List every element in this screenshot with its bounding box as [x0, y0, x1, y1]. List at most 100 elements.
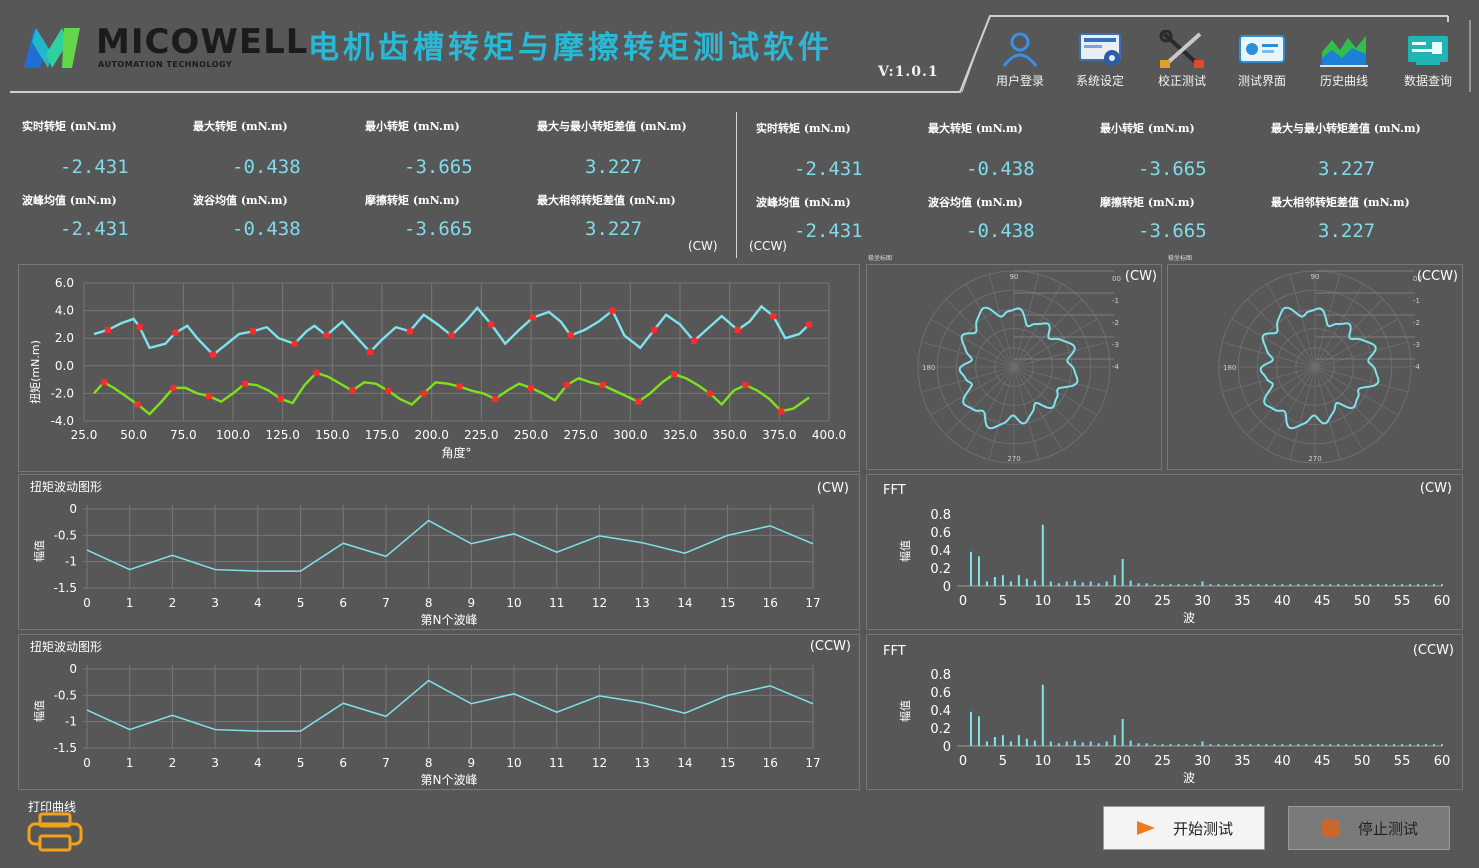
- extreme-point-marker: [134, 401, 141, 408]
- fft-bar: [1233, 744, 1236, 746]
- fft-bar: [1137, 583, 1140, 586]
- play-icon: [1136, 821, 1155, 835]
- x-tick-label: 50.0: [120, 428, 147, 442]
- extreme-point-marker: [529, 314, 536, 321]
- stop-icon: [1321, 819, 1340, 837]
- y-tick-label: -4.0: [51, 414, 74, 428]
- extreme-point-marker: [349, 387, 356, 394]
- printer-icon[interactable]: [26, 812, 84, 852]
- polar-spoke: [1013, 366, 1063, 451]
- polar-spoke: [930, 366, 1015, 416]
- fft-bar: [1305, 744, 1308, 746]
- fft-bar: [1113, 575, 1116, 586]
- ccw-valley-mean-label: 波谷均值 (mN.m): [928, 196, 1023, 209]
- extreme-point-marker: [706, 390, 713, 397]
- fft-bar: [1425, 744, 1428, 746]
- polar-spoke: [1314, 366, 1408, 393]
- y-tick-label: 0: [69, 502, 77, 516]
- x-axis-label: 波: [1183, 611, 1195, 625]
- torque-wave-cw-dir: (CW): [816, 481, 849, 496]
- print-curve-label: 打印曲线: [28, 800, 77, 814]
- polar-spoke: [1246, 298, 1316, 368]
- fft-bar: [1209, 584, 1212, 586]
- x-tick-label: 100.0: [216, 428, 250, 442]
- x-tick-label: 6: [339, 596, 347, 610]
- polar-cw-title: 极坐标图: [868, 255, 893, 262]
- y-tick-label: -2.0: [51, 386, 74, 400]
- system-settings-icon: [1079, 33, 1121, 66]
- stop-test-button[interactable]: 停止测试: [1288, 806, 1450, 850]
- x-tick-label: 0: [83, 756, 91, 770]
- fft-bar: [1441, 744, 1443, 746]
- y-tick-label: 0.8: [930, 668, 951, 683]
- fft-bar: [1033, 580, 1036, 586]
- start-test-button[interactable]: 开始测试: [1103, 806, 1265, 850]
- x-tick-label: 20: [1114, 594, 1131, 609]
- fft-bar: [1033, 740, 1036, 746]
- nav-test-interface[interactable]: 测试界面: [1224, 30, 1300, 92]
- polar-spoke: [1289, 274, 1316, 368]
- extreme-point-marker: [323, 332, 330, 339]
- nav-label: 系统设定: [1075, 74, 1124, 88]
- fft-bar: [1009, 741, 1012, 746]
- fft-bar: [1073, 740, 1076, 746]
- polar-spoke: [1013, 366, 1098, 416]
- fft-bar: [1161, 584, 1164, 586]
- x-tick-label: 35: [1234, 754, 1251, 769]
- x-tick-label: 1: [126, 756, 134, 770]
- fft-bar: [1273, 744, 1276, 746]
- polar-ccw-chart: 00 -1 -2 -3 -4 90 180 270: [1218, 270, 1422, 464]
- x-tick-label: 5: [297, 756, 305, 770]
- x-tick-label: 25.0: [71, 428, 98, 442]
- fft-bar: [1129, 740, 1132, 746]
- x-tick-label: 9: [468, 756, 476, 770]
- nav-label: 用户登录: [995, 74, 1044, 88]
- torque-wave-line: [86, 519, 814, 572]
- ccw-friction-torque-label: 摩擦转矩 (mN.m): [1100, 196, 1195, 209]
- x-tick-label: 8: [425, 756, 433, 770]
- extreme-point-marker: [563, 382, 570, 389]
- cw-valley-mean-label: 波谷均值 (mN.m): [193, 194, 288, 207]
- fft-bar: [1289, 584, 1292, 586]
- nav-data-query[interactable]: 数据查询: [1390, 30, 1466, 92]
- nav-system-settings[interactable]: 系统设定: [1062, 30, 1138, 92]
- cw-min-torque-label: 最小转矩 (mN.m): [365, 120, 460, 133]
- y-tick-label: 0.8: [930, 508, 951, 523]
- polar-radial-label: -2: [1112, 319, 1119, 327]
- fft-bar: [1169, 744, 1172, 746]
- nav-label: 测试界面: [1237, 74, 1286, 88]
- extreme-point-marker: [172, 329, 179, 336]
- x-tick-label: 5: [297, 596, 305, 610]
- polar-spoke: [1314, 283, 1364, 368]
- cw-peak-mean-label: 波峰均值 (mN.m): [22, 194, 117, 207]
- fft-bar: [1281, 584, 1284, 586]
- fft-bar: [1369, 584, 1372, 586]
- calibration-tools-icon: [1159, 30, 1204, 68]
- fft-bar: [1345, 584, 1348, 586]
- fft-bar: [1297, 584, 1300, 586]
- fft-bar: [1441, 584, 1443, 586]
- cw-min-torque-value: -3.665: [404, 156, 473, 178]
- nav-history-curve[interactable]: 历史曲线: [1306, 30, 1382, 92]
- polar-radial-label: 00: [1112, 275, 1121, 283]
- x-tick-label: 25: [1154, 754, 1171, 769]
- fft-bar: [1017, 735, 1020, 746]
- ccw-max-adjacent-diff-label: 最大相邻转矩差值 (mN.m): [1271, 196, 1410, 209]
- fft-bar: [1017, 575, 1020, 586]
- nav-calibration-test[interactable]: 校正测试: [1144, 30, 1220, 92]
- extreme-point-marker: [488, 321, 495, 328]
- polar-spoke: [1266, 283, 1316, 368]
- x-tick-label: 25: [1154, 594, 1171, 609]
- polar-spoke: [1222, 366, 1316, 393]
- fft-bar: [1281, 744, 1284, 746]
- history-curve-icon: [1320, 36, 1368, 67]
- fft-bar: [1081, 582, 1084, 586]
- polar-ccw-title: 极坐标图: [1168, 255, 1193, 262]
- fft-bar: [1209, 744, 1212, 746]
- x-tick-label: 300.0: [613, 428, 647, 442]
- data-query-icon: [1408, 36, 1448, 65]
- extreme-point-marker: [367, 349, 374, 355]
- fft-bar: [1377, 744, 1380, 746]
- nav-user-login[interactable]: 用户登录: [982, 30, 1058, 92]
- cw-peak-mean-value: -2.431: [60, 218, 129, 240]
